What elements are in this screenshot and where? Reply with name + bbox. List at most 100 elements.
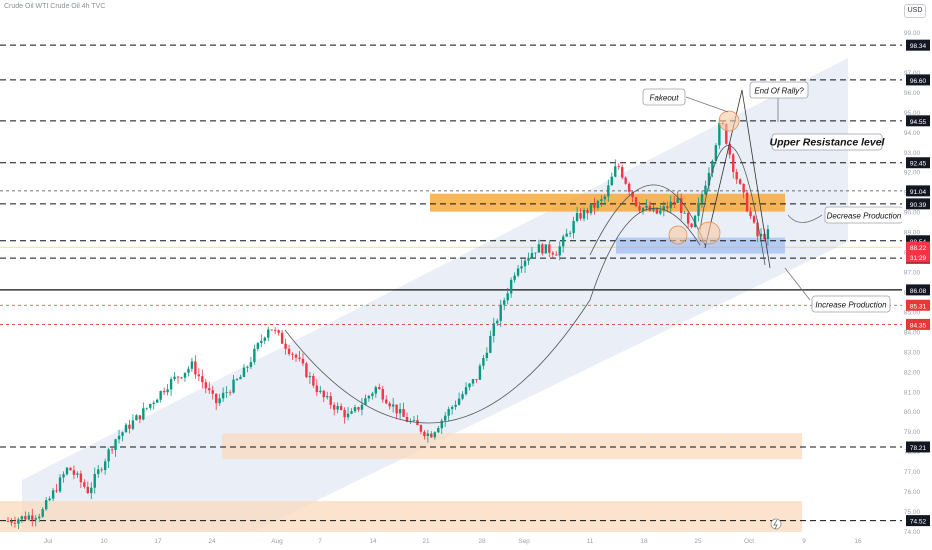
candle <box>700 190 704 208</box>
increase-production-annotation[interactable]: Increase Production <box>811 295 891 313</box>
fakeout-annotation[interactable]: Fakeout <box>642 88 686 106</box>
candle <box>350 408 353 415</box>
candle-body <box>464 387 468 395</box>
x-axis: Jul 10 17 24 Aug 7 14 21 28 Sep 11 18 25 Oct 9 16 <box>0 532 902 550</box>
candle <box>221 387 225 402</box>
candle-body <box>364 398 367 405</box>
decrease-arrow <box>787 214 823 223</box>
candle <box>27 512 31 521</box>
candle-body <box>385 399 388 404</box>
candle <box>371 391 374 400</box>
candle-body <box>131 420 135 429</box>
end-of-rally-label: End Of Rally? <box>754 87 804 96</box>
levels-group <box>0 44 902 522</box>
candle <box>242 364 246 378</box>
candle <box>211 385 214 400</box>
candle <box>593 198 596 215</box>
candle <box>103 458 107 475</box>
candle <box>610 172 613 186</box>
x-tick-label: 28 <box>478 538 486 545</box>
x-tick-label: Oct <box>744 538 754 545</box>
candle <box>732 152 735 179</box>
highlight-circle <box>697 221 721 245</box>
lower-demand-zone-1 <box>222 433 802 460</box>
lightning-icon[interactable] <box>770 518 782 530</box>
candle <box>249 356 253 370</box>
candle-body <box>159 391 162 400</box>
candle-body <box>149 404 152 408</box>
candle-body <box>551 252 554 255</box>
candle <box>312 373 315 388</box>
candle <box>704 180 707 196</box>
candle <box>586 207 589 220</box>
candle <box>260 334 263 348</box>
candle-body <box>93 473 96 488</box>
upper-resistance-box <box>771 133 883 151</box>
candle-body <box>48 498 51 501</box>
candle-body <box>24 516 27 520</box>
candle-body <box>596 201 600 208</box>
candle-body <box>398 409 402 414</box>
candle <box>645 199 648 211</box>
candle <box>728 141 731 159</box>
candle-body <box>280 332 284 344</box>
candle <box>86 481 90 494</box>
y-tick-label: 92.00 <box>904 170 921 177</box>
candle-body <box>714 145 718 161</box>
candle-body <box>294 354 298 358</box>
candle-body <box>138 415 142 420</box>
candle <box>228 389 232 396</box>
candle <box>478 363 482 380</box>
candle <box>572 216 575 239</box>
x-tick-label: 25 <box>694 538 702 545</box>
upper-resistance-annotation[interactable]: Upper Resistance level <box>770 133 886 151</box>
candle <box>169 376 173 396</box>
candle-body <box>253 348 256 363</box>
candle-body <box>117 435 121 440</box>
currency-button[interactable]: USD <box>904 4 926 18</box>
candle <box>284 338 287 355</box>
candle-body <box>555 254 558 256</box>
candle <box>180 377 183 379</box>
y-tick-label: 95.00 <box>904 110 921 117</box>
candle <box>437 425 440 434</box>
candle <box>256 341 260 352</box>
price-tag-box <box>906 515 930 527</box>
candle <box>659 205 662 215</box>
candle <box>482 354 485 370</box>
candle <box>215 393 218 410</box>
candle-body <box>228 392 232 394</box>
candle <box>412 415 416 422</box>
end-of-rally-box <box>749 81 809 99</box>
decrease-production-annotation[interactable]: Decrease Production <box>824 206 904 224</box>
y-tick-label: 84.00 <box>904 329 921 336</box>
candle-body <box>69 467 72 471</box>
candle-body <box>475 379 478 380</box>
price-tag-label: 74.52 <box>910 519 927 526</box>
candle <box>55 483 58 494</box>
y-tick-label: 89.00 <box>904 230 921 237</box>
candle-body <box>86 486 90 494</box>
candle <box>485 347 489 361</box>
candle <box>114 438 117 457</box>
candle-body <box>582 210 586 219</box>
candle <box>218 393 221 406</box>
candle-body <box>728 143 731 155</box>
candle-body <box>704 185 707 195</box>
candle <box>44 497 48 511</box>
candle-body <box>652 207 655 211</box>
candle-body <box>315 385 319 392</box>
candle-body <box>353 407 357 412</box>
candle <box>197 368 201 381</box>
candle <box>544 244 548 254</box>
candle-body <box>679 198 683 213</box>
candle-body <box>530 253 534 258</box>
candle <box>669 195 672 214</box>
candle-body <box>173 376 176 380</box>
price-tag-box <box>906 115 930 127</box>
end-of-rally-annotation[interactable]: End Of Rally? <box>749 81 809 99</box>
y-tick-label: 75.00 <box>904 509 921 516</box>
candle-body <box>627 183 631 192</box>
y-tick-label: 97.00 <box>904 70 921 77</box>
